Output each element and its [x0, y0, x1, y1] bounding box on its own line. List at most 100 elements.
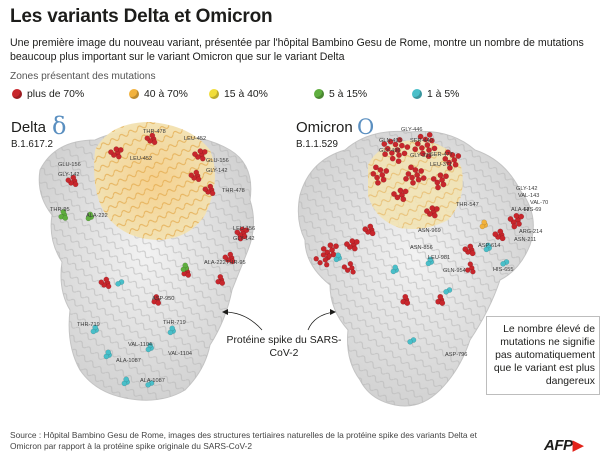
omicron-rbd-texture — [368, 140, 463, 229]
mutation-point — [369, 230, 376, 237]
mutation-point — [412, 146, 419, 153]
mutation-point — [412, 167, 419, 173]
mutation-point — [344, 267, 351, 273]
mutation-point — [423, 208, 430, 215]
residue-label: GLY-446 — [401, 127, 422, 133]
mutation-point — [123, 376, 129, 383]
mutation-point — [384, 145, 391, 152]
residue-label: THR-719 — [163, 320, 186, 326]
mutation-point — [199, 155, 206, 162]
mutation-point — [418, 168, 425, 174]
mutation-point — [443, 288, 449, 295]
mutation-point — [403, 175, 409, 182]
mutation-point — [435, 184, 441, 191]
residue-label: ASN-969 — [418, 228, 441, 234]
mutation-point — [351, 245, 358, 252]
delta-variant-name: Delta — [11, 119, 47, 136]
mutation-point — [415, 176, 422, 183]
residue-label: VAL-1104 — [168, 351, 192, 357]
legend-item-40-70: 40 à 70% — [129, 87, 188, 101]
mutation-point — [518, 213, 525, 220]
residue-label: GLY-142 — [58, 172, 79, 178]
residue-label: ARG-214 — [519, 229, 542, 235]
mutation-point — [65, 177, 72, 183]
mutation-point — [391, 191, 397, 197]
mutation-point — [469, 250, 476, 257]
mutation-point — [103, 276, 110, 283]
mutation-point — [341, 264, 348, 270]
mutation-point — [428, 137, 435, 144]
mutation-point — [395, 158, 402, 165]
mutation-point — [437, 293, 444, 300]
mutation-point — [444, 149, 451, 156]
mutation-point — [343, 241, 350, 248]
note-box: Le nombre élevé de mutations ne signifie… — [486, 316, 600, 395]
residue-label: ALA-1087 — [140, 378, 165, 384]
legend-dot-icon — [412, 89, 422, 99]
residue-label: ASN-856 — [410, 245, 433, 251]
mutation-point — [433, 205, 440, 212]
omicron-mutation-points — [313, 131, 525, 345]
mutation-point — [394, 147, 401, 153]
legend-item-5-15: 5 à 15% — [314, 87, 367, 101]
mutation-point — [446, 164, 453, 171]
mutation-point — [462, 246, 469, 253]
residue-label: GLN-954 — [443, 268, 466, 274]
mutation-point — [405, 170, 412, 177]
residue-label: LEU-156 — [233, 226, 255, 232]
mutation-point — [481, 219, 488, 226]
mutation-point — [470, 269, 476, 275]
mutation-point — [467, 243, 474, 250]
mutation-point — [185, 272, 192, 278]
mutation-point — [153, 293, 160, 300]
residue-label: THR-478 — [143, 129, 166, 135]
omicron-variant-name: Omicron — [296, 119, 353, 136]
mutation-point — [392, 141, 399, 148]
residue-label: GLY-142 — [206, 168, 227, 174]
pointer-line-left — [223, 311, 263, 331]
mutation-point — [327, 242, 334, 249]
mutation-point — [394, 194, 401, 201]
mutation-point — [426, 147, 432, 154]
residue-label: THR-547 — [456, 202, 479, 208]
residue-label: ASP-796 — [445, 352, 467, 358]
mutation-point — [217, 273, 224, 280]
source-text: Source : Hôpital Bambino Gesu de Rome, i… — [10, 430, 477, 451]
legend-item-1-5: 1 à 5% — [412, 87, 459, 101]
omicron-protein-structure — [297, 130, 534, 407]
mutation-point — [333, 243, 339, 250]
mutation-point — [420, 175, 427, 182]
delta-mutation-points — [58, 132, 250, 388]
mutation-point — [414, 140, 421, 147]
mutation-point — [219, 280, 226, 286]
mutation-point — [398, 142, 405, 149]
delta-rbd-texture — [94, 122, 215, 240]
mutation-point — [404, 144, 411, 151]
mutation-point — [108, 149, 114, 155]
residue-label: THR-719 — [77, 322, 100, 328]
mutation-point — [320, 245, 327, 252]
mutation-point — [229, 258, 236, 265]
mutation-point — [374, 179, 381, 186]
mutation-point — [452, 161, 459, 168]
mutation-point — [418, 144, 425, 151]
mutation-point — [387, 138, 394, 145]
residue-label: SER-477 — [430, 152, 453, 158]
mutation-point — [499, 235, 506, 242]
mutation-point — [347, 261, 354, 267]
mutation-point — [410, 179, 416, 186]
residue-label: ASP-950 — [152, 296, 174, 302]
mutation-point — [62, 215, 69, 221]
residue-label: LEU-452 — [130, 156, 152, 162]
mutation-point — [118, 147, 124, 153]
arrowhead-left-icon — [222, 309, 228, 315]
residue-label: GLY-142 — [233, 236, 254, 242]
mutation-point — [317, 260, 323, 266]
mutation-point — [389, 155, 396, 162]
mutation-point — [467, 261, 473, 267]
mutation-point — [169, 325, 175, 332]
mutation-point — [392, 264, 399, 271]
residue-label: GLY-496 — [379, 148, 400, 154]
mutation-point — [241, 233, 248, 240]
mutation-point — [437, 172, 444, 179]
